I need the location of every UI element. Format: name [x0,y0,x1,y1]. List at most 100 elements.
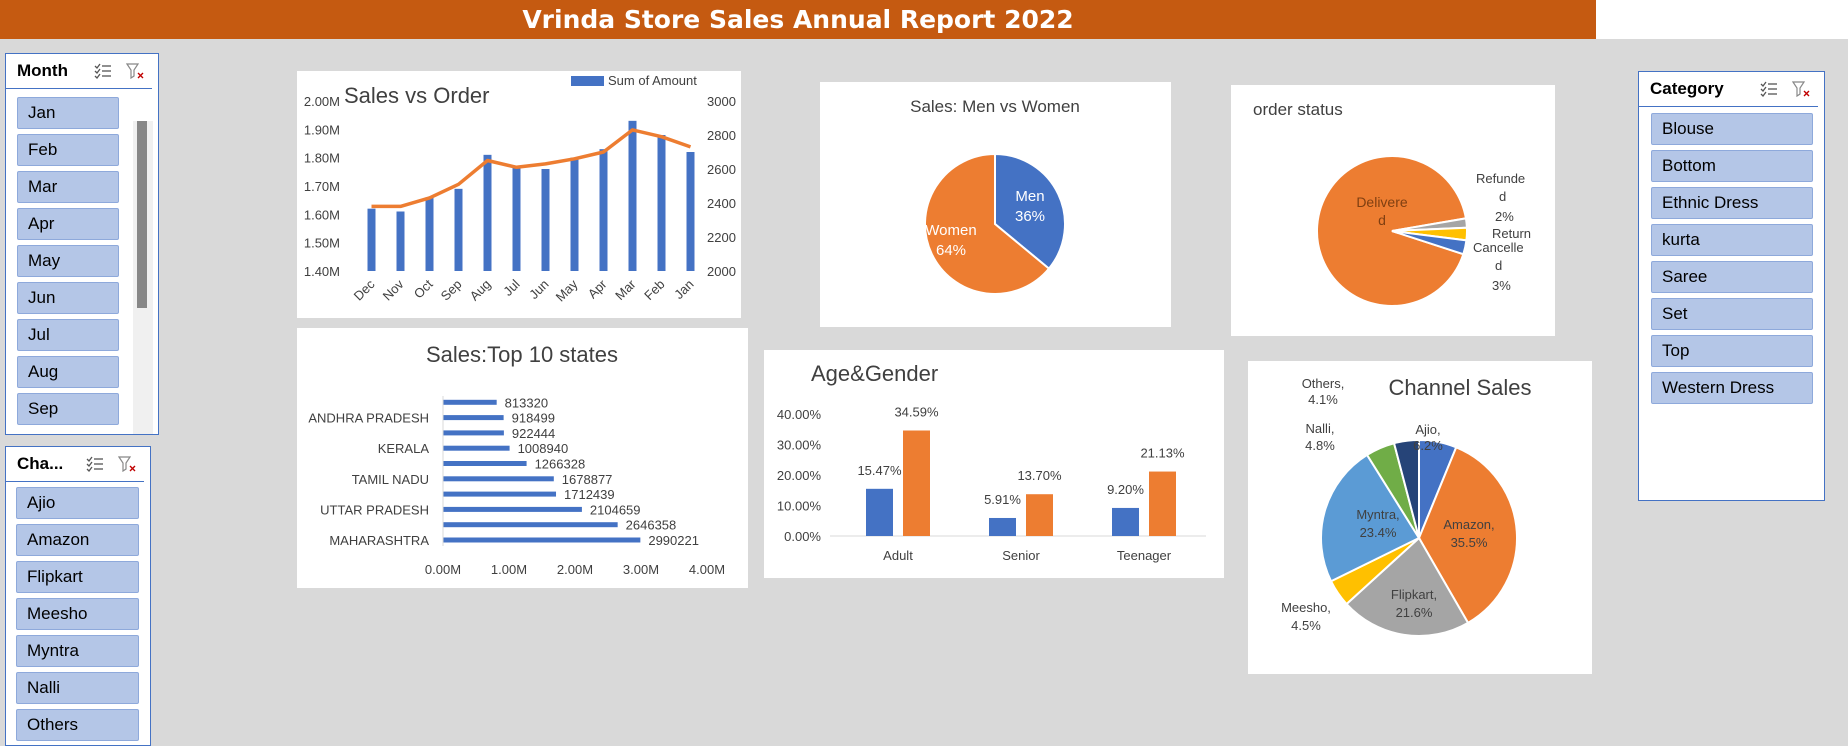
month-slicer-item-jun[interactable]: Jun [17,282,119,314]
category-slicer-item-top[interactable]: Top [1651,335,1813,367]
data-label: 813320 [505,395,548,410]
multi-select-icon[interactable] [94,63,112,79]
slice-value: 36% [1015,208,1045,225]
data-label: 15.47% [857,463,902,478]
slice-value: 2% [1495,209,1514,224]
y-tick-left: 1.40M [304,264,340,279]
x-tick: Adult [883,548,913,563]
legend-swatch [571,76,604,86]
channel-slicer-item-amazon[interactable]: Amazon [16,524,139,556]
multi-select-icon[interactable] [86,456,104,472]
sales-vs-order-chart: Sales vs Order Sum of Amount 1.40M 1.50M 1.6… [297,71,741,318]
y-tick-left: 1.90M [304,122,340,137]
multi-select-icon[interactable] [1760,81,1778,97]
chart-title: Sales vs Order [344,83,490,108]
bar [443,415,504,421]
bar [657,135,666,271]
data-label: 918499 [512,411,555,426]
category-slicer-title: Category [1650,79,1724,98]
chart-title: Sales: Men vs Women [910,97,1080,116]
month-slicer-item-jul[interactable]: Jul [17,319,119,351]
month-slicer-item-jan[interactable]: Jan [17,97,119,129]
slice-label: d [1378,212,1386,228]
scrollbar-thumb[interactable] [137,121,147,308]
x-tick: Nov [380,276,407,303]
channel-slicer: Cha... Ajio Amazon Flipkart Meesho Myntra Nal… [5,446,151,746]
slice-label: d [1499,189,1506,204]
x-tick: Sep [438,277,465,304]
pie-slice [1320,453,1421,583]
month-slicer-item-mar[interactable]: Mar [17,171,119,203]
slice-value: 4.1% [1308,392,1338,407]
data-label: 9.20% [1107,482,1144,497]
slice-label: d [1495,258,1502,273]
pie-slice [1316,155,1468,307]
slice-label: Women [925,222,976,239]
y-tick-left: 1.80M [304,151,340,166]
month-slicer: Month Jan Feb Mar Apr May Jun Jul Aug Sep [5,53,159,435]
bar [425,197,434,271]
y-tick-left: 1.60M [304,207,340,222]
month-slicer-item-aug[interactable]: Aug [17,356,119,388]
order-status-chart: order status Delivere d Refunde d 2% Return Can… [1231,85,1555,336]
y-tick-right: 2600 [707,162,736,177]
slice-label: Refunde [1476,171,1525,186]
bar [443,445,510,451]
clear-filter-icon[interactable] [117,456,136,473]
banner-blank [1596,0,1848,39]
y-tick-right: 2200 [707,230,736,245]
slice-value: 4.8% [1305,438,1335,453]
clear-filter-icon[interactable] [125,63,144,80]
bar [570,157,579,271]
top-states-chart: Sales:Top 10 states 2990221 MAHARASHTRA 264… [297,328,748,588]
category-slicer-item-kurta[interactable]: kurta [1651,224,1813,256]
bar [512,166,521,271]
x-tick: Aug [467,277,494,304]
chart-title: Sales:Top 10 states [426,342,618,367]
category-slicer-item-saree[interactable]: Saree [1651,261,1813,293]
category-slicer-item-blouse[interactable]: Blouse [1651,113,1813,145]
month-slicer-item-apr[interactable]: Apr [17,208,119,240]
clear-filter-icon[interactable] [1791,81,1810,98]
slicer-scrollbar[interactable] [133,121,153,434]
y-tick: 30.00% [777,438,822,453]
channel-slicer-title: Cha... [17,454,64,473]
month-slicer-item-sep[interactable]: Sep [17,393,119,425]
bar [443,491,557,497]
channel-slicer-item-ajio[interactable]: Ajio [16,487,139,519]
channel-slicer-item-meesho[interactable]: Meesho [16,598,139,630]
channel-slicer-item-flipkart[interactable]: Flipkart [16,561,139,593]
bar [541,169,550,271]
x-tick: Jul [500,276,522,298]
channel-slicer-item-nalli[interactable]: Nalli [16,672,139,704]
month-slicer-item-feb[interactable]: Feb [17,134,119,166]
data-label: 21.13% [1140,446,1185,461]
data-label: 1008940 [518,441,569,456]
slice-value: 6.2% [1413,438,1443,453]
bar [443,430,504,436]
category-label: KERALA [378,441,430,456]
category-label: TAMIL NADU [352,472,429,487]
channel-slicer-item-others[interactable]: Others [16,709,139,741]
x-tick: Oct [411,276,436,301]
report-title-banner: Vrinda Store Sales Annual Report 2022 [0,0,1596,39]
category-slicer-item-western-dress[interactable]: Western Dress [1651,372,1813,404]
data-label: 1266328 [535,457,586,472]
channel-slicer-item-myntra[interactable]: Myntra [16,635,139,667]
bar [628,120,637,271]
category-slicer-item-bottom[interactable]: Bottom [1651,150,1813,182]
y-tick-right: 3000 [707,94,736,109]
category-label: ANDHRA PRADESH [308,411,429,426]
x-tick: Jun [526,277,551,302]
category-slicer-item-ethnic-dress[interactable]: Ethnic Dress [1651,187,1813,219]
y-tick-right: 2400 [707,196,736,211]
pie-slice [1392,438,1420,539]
slice-label: Others, [1302,376,1345,391]
pie-slice [1391,230,1468,256]
y-tick-right: 2000 [707,264,736,279]
chart-title: Age&Gender [811,361,938,386]
month-slicer-item-may[interactable]: May [17,245,119,277]
slice-value: 64% [936,242,966,259]
category-slicer-item-set[interactable]: Set [1651,298,1813,330]
channel-sales-chart: Channel Sales Ajio, 6.2% Amazon, 35.5% Flipka… [1248,361,1592,674]
